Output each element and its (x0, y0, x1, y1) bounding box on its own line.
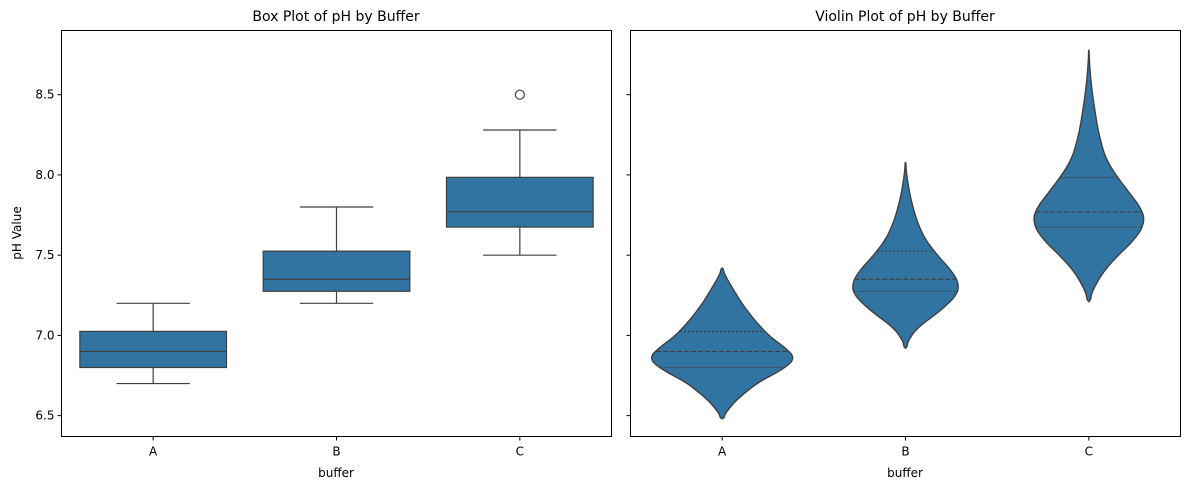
box-plot-y-axis: 6.5 7.0 7.5 8.0 8.5 (35, 88, 62, 423)
outlier-point (514, 89, 525, 100)
box-plot-title: Box Plot of pH by Buffer (252, 9, 419, 25)
box-plot-x-axis: A B C (149, 436, 524, 459)
x-tick-label: A (149, 445, 158, 459)
x-tick-label: B (901, 445, 909, 459)
violin-plot-title: Violin Plot of pH by Buffer (815, 9, 995, 25)
violin-B (852, 161, 959, 350)
box-iqr (79, 330, 228, 369)
violin-body (651, 266, 794, 420)
violin-plot-y-axis (626, 94, 631, 417)
box-plot-x-label: buffer (318, 466, 354, 480)
y-tick-label: 8.0 (35, 168, 54, 182)
x-tick-label: B (332, 445, 340, 459)
box-iqr (262, 250, 411, 292)
x-tick-label: C (516, 445, 524, 459)
y-tick-label: 6.5 (35, 409, 54, 423)
box-plot-marks (79, 89, 594, 385)
violin-plot-marks (651, 49, 1145, 420)
violin-C (1033, 49, 1145, 303)
violin-body (1033, 49, 1145, 303)
box-A (79, 302, 228, 385)
x-tick-label: C (1085, 445, 1093, 459)
violin-plot-x-label: buffer (887, 466, 923, 480)
violin-plot-x-axis: A B C (718, 436, 1093, 459)
box-plot-panel: Box Plot of pH by Buffer 6.5 7.0 7.5 8.0 8.5… (10, 9, 612, 480)
violin-plot-panel: Violin Plot of pH by Buffer A B C buffer (626, 9, 1181, 480)
violin-A (651, 266, 794, 420)
box-iqr (445, 176, 594, 228)
y-tick-label: 7.5 (35, 248, 54, 262)
violin-body (852, 161, 959, 350)
x-tick-label: A (718, 445, 727, 459)
y-tick-label: 8.5 (35, 88, 54, 102)
box-plot-y-label: pH Value (10, 206, 24, 259)
box-B (262, 206, 411, 304)
y-tick-label: 7.0 (35, 328, 54, 342)
box-C (445, 89, 594, 256)
